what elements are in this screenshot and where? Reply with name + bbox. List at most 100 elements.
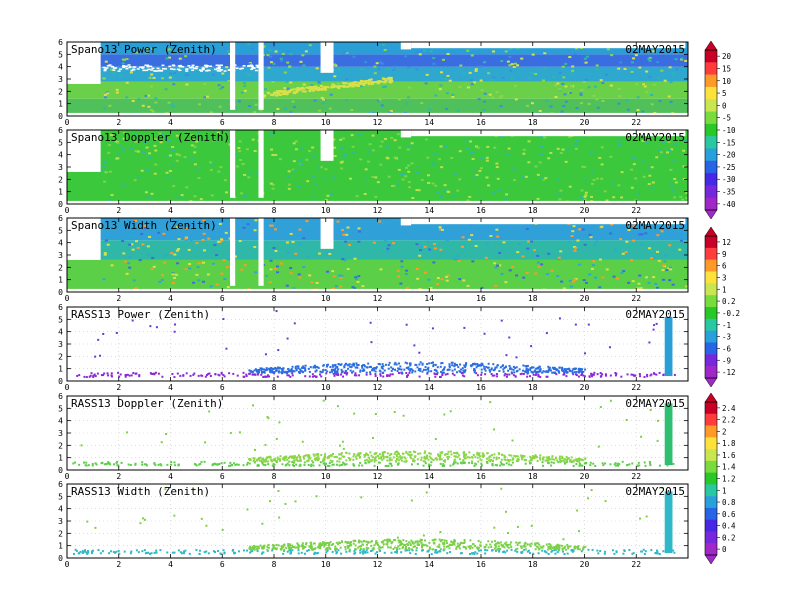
heatmap-cell <box>102 166 106 169</box>
heatmap-cell <box>562 105 566 108</box>
heatmap-cell <box>561 65 565 68</box>
colorbar-label: 1.6 <box>722 451 736 460</box>
heatmap-cell <box>351 286 355 289</box>
rass-cell <box>479 549 482 552</box>
x-tick-label: 12 <box>373 206 383 215</box>
heatmap-cell <box>594 276 598 279</box>
rass-cell <box>562 373 565 376</box>
heatmap-cell <box>268 49 272 52</box>
heatmap-cell <box>133 179 137 182</box>
heatmap-cell <box>604 73 608 76</box>
rass-cell <box>297 545 300 548</box>
heatmap-cell <box>489 235 493 238</box>
rass-cell <box>265 457 268 460</box>
rass-cell <box>576 459 579 462</box>
rass-cell <box>308 375 311 378</box>
heatmap-cell <box>359 85 363 88</box>
data-gap <box>230 42 236 110</box>
rass-cell <box>508 367 511 370</box>
heatmap-cell <box>271 183 275 186</box>
rass-cell <box>275 544 278 547</box>
heatmap-cell <box>346 226 350 229</box>
heatmap-cell <box>514 84 518 87</box>
rass-cell <box>332 452 335 455</box>
rass-cell <box>420 541 423 544</box>
heatmap-cell <box>383 81 387 84</box>
heatmap-cell <box>375 80 379 83</box>
rass-cell <box>534 548 537 551</box>
heatmap-cell <box>386 250 390 253</box>
heatmap-cell <box>339 138 343 141</box>
rass-cell <box>514 375 517 378</box>
rass-cell <box>498 549 501 552</box>
rass-point <box>402 414 405 417</box>
rass-point <box>609 399 612 402</box>
heatmap-cell <box>104 171 108 174</box>
heatmap-cell <box>574 247 578 250</box>
rass-cell <box>323 462 326 465</box>
heatmap-cell <box>380 140 384 143</box>
rass-cell <box>578 464 581 467</box>
rass-cell <box>100 374 103 377</box>
heatmap-cell <box>388 111 392 114</box>
rass-cell <box>558 457 561 460</box>
rass-cell <box>533 457 536 460</box>
rass-cell <box>182 374 185 377</box>
heatmap-cell <box>483 61 487 64</box>
heatmap-cell <box>402 173 406 176</box>
heatmap-cell <box>190 133 194 136</box>
heatmap-cell <box>140 233 144 236</box>
rass-cell <box>396 458 399 461</box>
rass-cell <box>464 547 467 550</box>
heatmap-cell <box>177 248 181 251</box>
rass-cell <box>263 368 266 371</box>
heatmap-cell <box>624 251 628 254</box>
heatmap-cell <box>575 47 579 50</box>
heatmap-cell <box>407 66 411 69</box>
rass-cell <box>546 459 549 462</box>
rass-cell <box>501 453 504 456</box>
rass-cell <box>536 546 539 549</box>
heatmap-cell <box>423 271 427 274</box>
heatmap-cell <box>446 53 450 56</box>
heatmap-cell <box>485 243 489 246</box>
heatmap-cell <box>643 85 647 88</box>
heatmap-cell <box>333 63 337 66</box>
rass-cell <box>459 370 462 373</box>
heatmap-cell <box>401 178 405 181</box>
rass-cell <box>579 370 582 373</box>
heatmap-cell <box>371 149 375 152</box>
heatmap-cell <box>147 105 151 108</box>
heatmap-cell <box>379 268 383 271</box>
rass-cell <box>364 462 367 465</box>
heatmap-cell <box>322 98 326 101</box>
rass-cell <box>396 547 399 550</box>
rass-cell <box>527 371 530 374</box>
heatmap-cell <box>638 287 642 290</box>
rass-cell <box>539 375 542 378</box>
rass-cell <box>378 453 381 456</box>
heatmap-cell <box>485 159 489 162</box>
rass-cell <box>523 548 526 551</box>
heatmap-cell <box>105 67 109 69</box>
heatmap-cell <box>247 176 251 179</box>
heatmap-cell <box>172 83 176 86</box>
heatmap-cell <box>439 248 443 251</box>
heatmap-cell <box>277 93 281 96</box>
rass-cell <box>649 374 652 377</box>
heatmap-cell <box>326 251 330 254</box>
rass-cell <box>521 550 524 553</box>
heatmap-cell <box>324 199 328 202</box>
rass-cell <box>304 369 307 372</box>
rass-cell <box>422 368 425 371</box>
heatmap-cell <box>626 108 630 111</box>
rass-cell <box>426 454 429 457</box>
rass-cell <box>289 552 292 555</box>
rass-point <box>266 416 269 419</box>
rass-cell <box>276 375 279 378</box>
rass-cell <box>539 370 542 373</box>
heatmap-cell <box>274 153 278 156</box>
heatmap-cell <box>378 98 382 101</box>
rass-cell <box>282 370 285 373</box>
rass-cell <box>324 368 327 371</box>
